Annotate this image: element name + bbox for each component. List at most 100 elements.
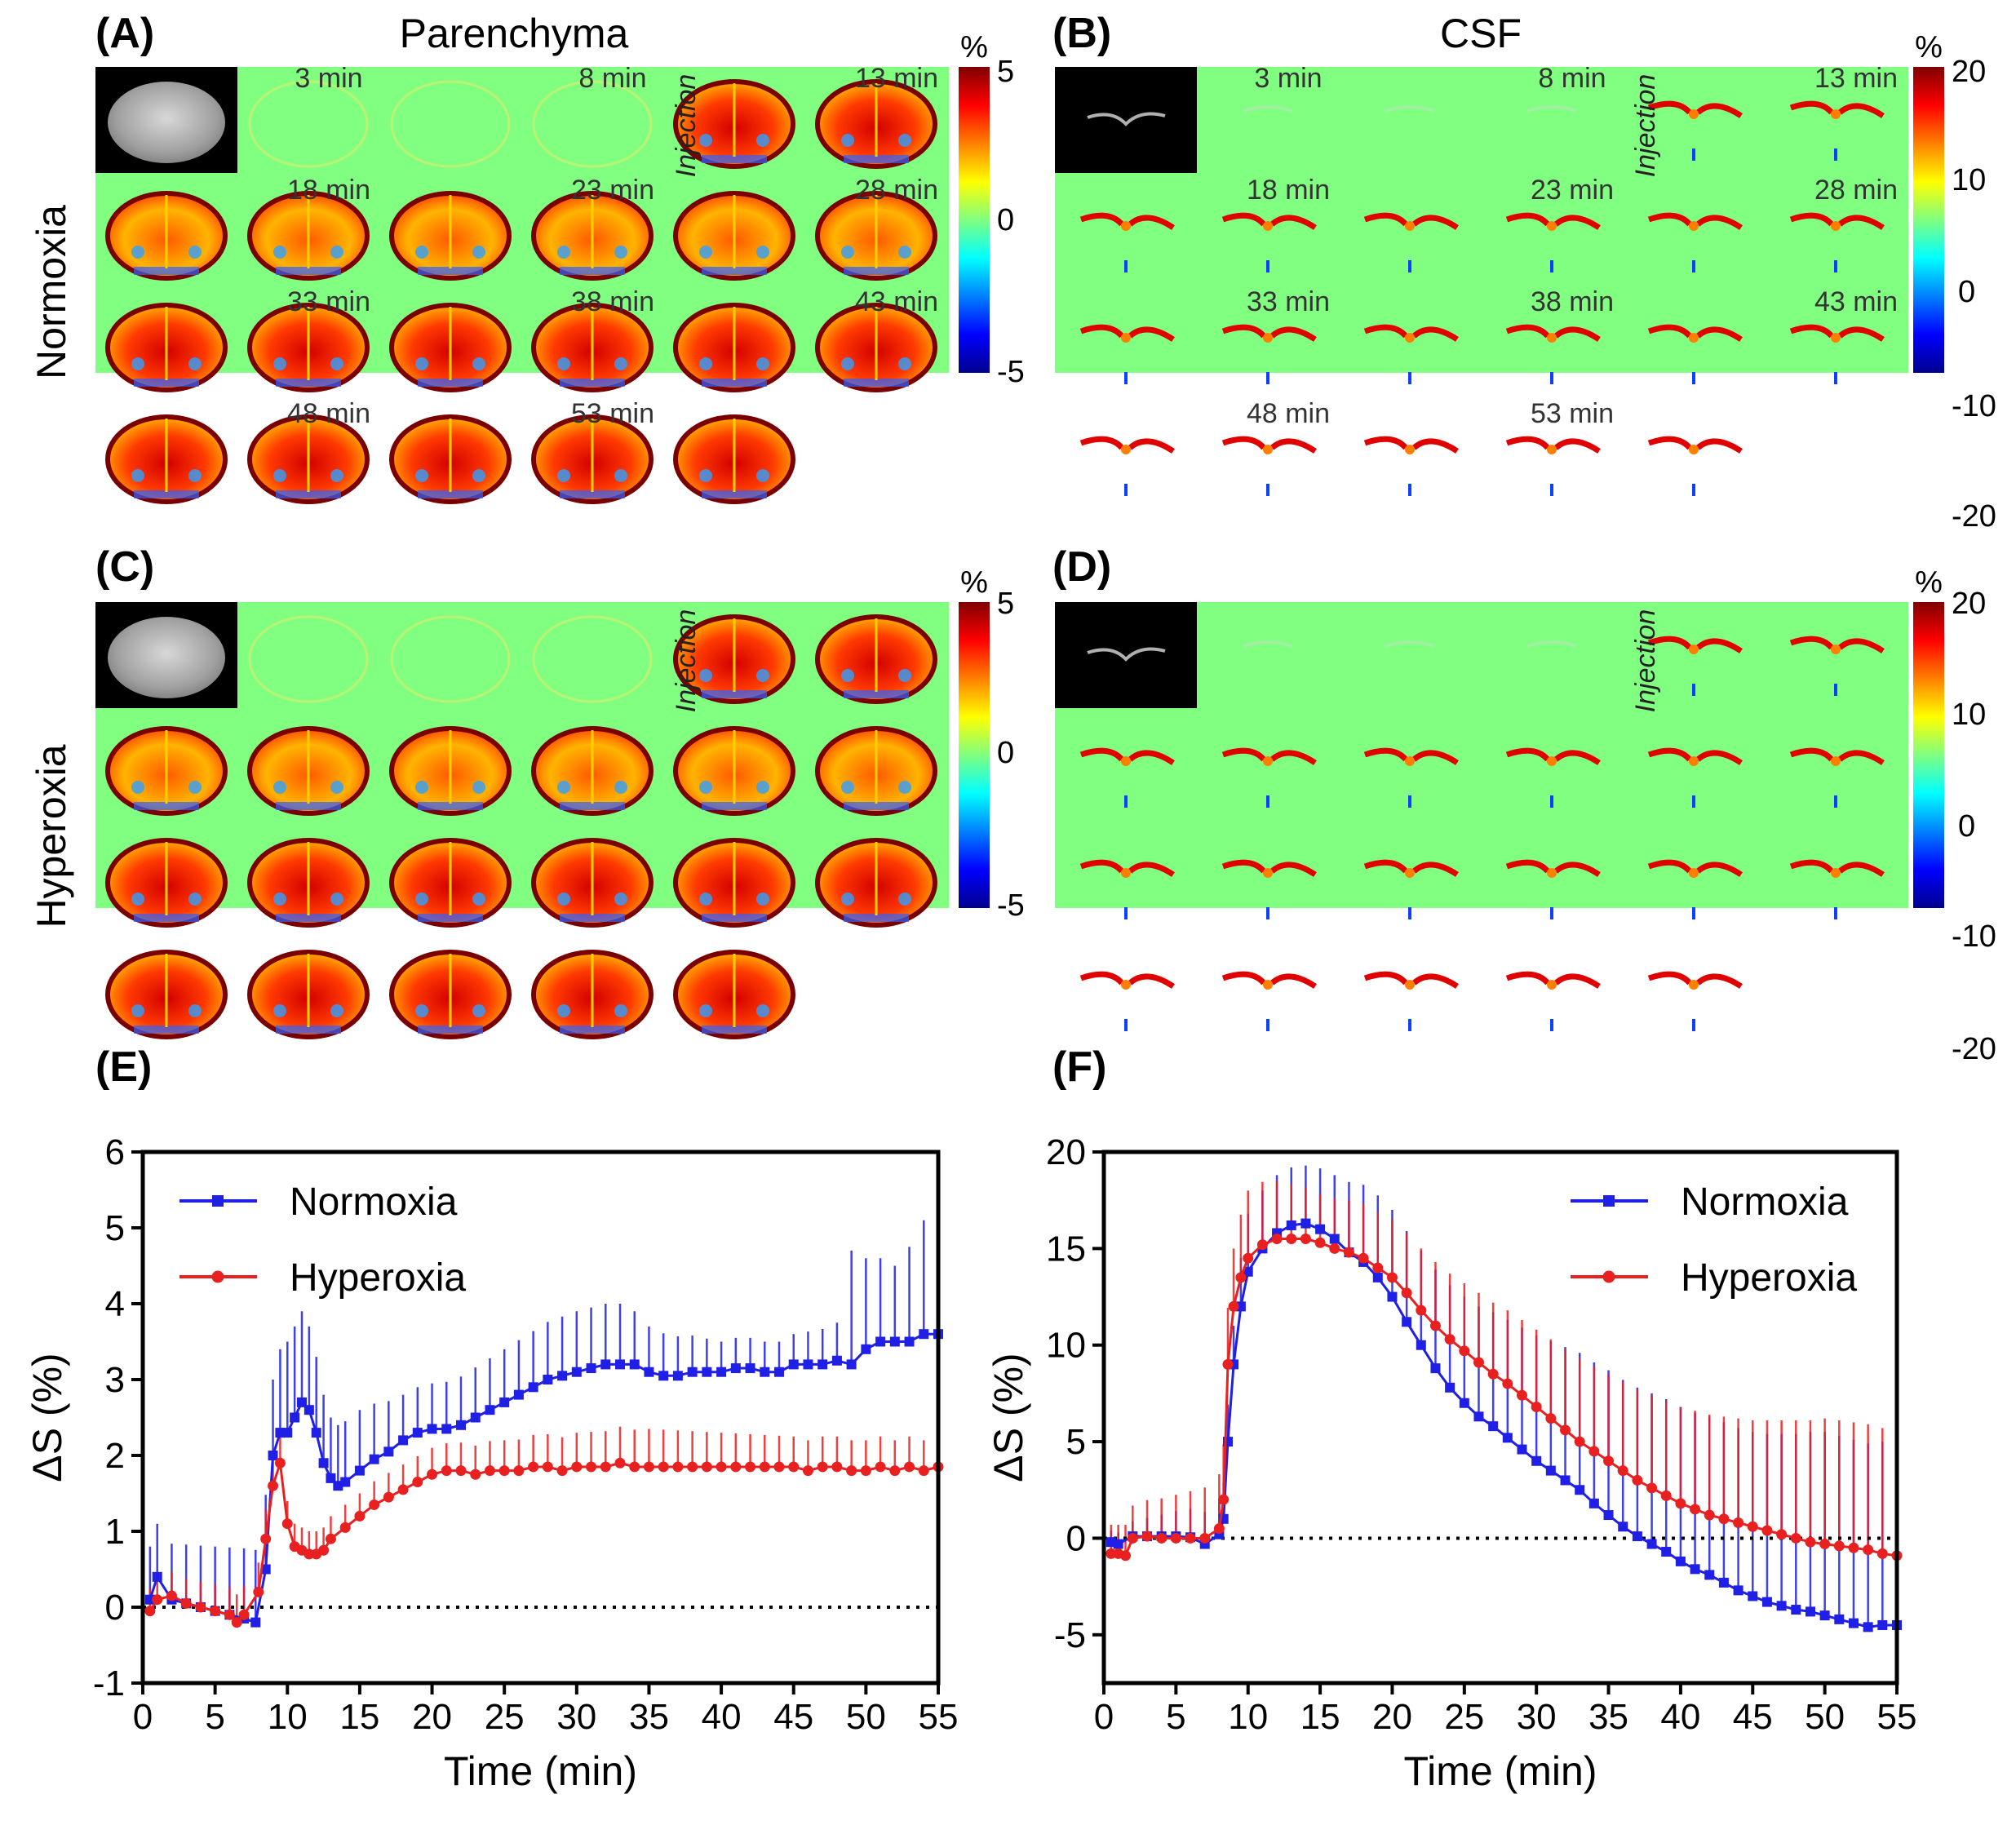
plotE-normoxia-point-15 — [304, 1405, 314, 1415]
plotF-xlabel: Time (min) — [1403, 1748, 1597, 1794]
plotF-hyperoxia-point-21 — [1343, 1247, 1354, 1258]
mapA-frame-13 — [247, 303, 370, 392]
mapB-frame-20 — [1363, 436, 1459, 496]
plotE-normoxia-point-23 — [383, 1446, 394, 1457]
plotE-ytick-label-6: 5 — [105, 1208, 125, 1248]
plotE-hyperoxia-point-5 — [210, 1606, 221, 1617]
plotF-legend-hyperoxia: Hyperoxia — [1571, 1256, 1857, 1300]
plotE-xtick-label-7: 35 — [629, 1697, 669, 1737]
plotF-xtick-label-4: 20 — [1372, 1697, 1412, 1737]
mapC-frame-4 — [673, 614, 795, 704]
plotE-normoxia-error-bars — [148, 1220, 940, 1623]
colorbar-c-mid: 0 — [997, 736, 1014, 770]
plotE-normoxia-point-12 — [282, 1428, 293, 1438]
plotF-normoxia-point-34 — [1545, 1465, 1556, 1476]
mapA-time-label-4: 23 min — [571, 175, 654, 206]
plotF-hyperoxia-point-56 — [1848, 1542, 1859, 1553]
plotF-hyperoxia-point-54 — [1819, 1539, 1831, 1550]
colorbar-d: % 20 10 0 -10 -20 — [1913, 565, 1996, 1066]
plotE-hyperoxia-point-39 — [614, 1457, 626, 1469]
mapB-time-label-4: 23 min — [1531, 175, 1614, 206]
plotE-normoxia-point-21 — [354, 1465, 365, 1476]
plotF-hyperoxia-point-44 — [1675, 1498, 1686, 1509]
plotE-hyperoxia-point-41 — [643, 1461, 654, 1473]
map-panel-a: 3 min 8 min 13 min 18 min 23 min 28 min 33 min… — [95, 63, 949, 504]
plotF-hyperoxia-point-5 — [1156, 1532, 1168, 1544]
plotF-normoxia-point-43 — [1675, 1556, 1686, 1566]
plotF-normoxia-point-32 — [1517, 1444, 1527, 1455]
plotE-hyperoxia-point-13 — [281, 1518, 293, 1530]
plotF-normoxia-point-47 — [1733, 1585, 1744, 1596]
mapB-frame-18 — [1079, 436, 1175, 496]
mapB-time-label-9: 48 min — [1247, 398, 1330, 429]
plotE-frame — [140, 1150, 941, 1686]
plotE-hyperoxia-point-59 — [904, 1461, 915, 1473]
plotE-ytick-label-0: -1 — [93, 1663, 125, 1703]
mapC-frame-21 — [531, 950, 654, 1039]
plotF-legend-label-0: Normoxia — [1681, 1181, 1849, 1224]
mapA-frame-10 — [673, 191, 795, 281]
mapA-time-label-7: 38 min — [571, 286, 654, 317]
plotE-hyperoxia-point-23 — [383, 1491, 394, 1503]
plotE-hyperoxia-point-29 — [470, 1469, 481, 1480]
colorbar-d-tick-m10: -10 — [1952, 919, 1996, 954]
plotF-hyperoxia-point-23 — [1372, 1262, 1384, 1274]
plotE-normoxia-point-1 — [152, 1571, 162, 1582]
plotE-hyperoxia-point-49 — [759, 1461, 770, 1473]
plotF-xtick-label-8: 40 — [1660, 1697, 1700, 1737]
plotE-ylabel: ΔS (%) — [24, 1353, 70, 1482]
plotF-hyperoxia-point-33 — [1517, 1389, 1528, 1401]
plotE-hyperoxia-point-3 — [180, 1597, 192, 1609]
mapB-frame-19 — [1221, 436, 1317, 496]
plotE-normoxia-point-44 — [687, 1367, 698, 1377]
plotF-xtick-label-6: 30 — [1517, 1697, 1557, 1737]
plotF-hyperoxia-point-38 — [1588, 1446, 1600, 1457]
plotE-legend-normoxia: Normoxia — [179, 1181, 458, 1224]
plotF-hyperoxia-point-12 — [1228, 1300, 1239, 1312]
mapA-background — [95, 67, 949, 373]
colorbar-a-max: 5 — [997, 55, 1014, 89]
mapB-time-label-6: 33 min — [1247, 286, 1330, 317]
mapD-frame-5 — [1789, 636, 1885, 696]
mapD-frame-12 — [1079, 859, 1175, 919]
plotE-normoxia-point-33 — [528, 1382, 538, 1393]
mapA-frame-1 — [248, 80, 369, 168]
panel-a-title: Parenchyma — [400, 11, 629, 56]
plotF-hyperoxia-point-22 — [1358, 1252, 1369, 1264]
mapB-frame-16 — [1647, 324, 1743, 384]
plotF-normoxia-point-16 — [1286, 1220, 1296, 1230]
plotE-hyperoxia-error-bars — [148, 1426, 940, 1623]
mapC-frame-17 — [815, 838, 937, 928]
mapB-frame-13 — [1221, 324, 1317, 384]
mapC-frame-5 — [815, 614, 937, 704]
mapD-frame-13 — [1221, 859, 1317, 919]
plotE-hyperoxia-point-52 — [802, 1465, 813, 1477]
mapA-time-label-0: 3 min — [295, 63, 362, 94]
plotE-xtick-label-3: 15 — [339, 1697, 379, 1737]
mapC-background — [95, 602, 949, 908]
plotF-hyperoxia-point-46 — [1704, 1509, 1715, 1521]
panel-a-letter: (A) — [95, 10, 154, 57]
plotF-hyperoxia-point-24 — [1386, 1272, 1398, 1283]
plotE-ytick-label-2: 1 — [105, 1512, 125, 1552]
plotF-hyperoxia-point-42 — [1646, 1482, 1658, 1494]
plotF-legend-label-1: Hyperoxia — [1681, 1256, 1857, 1300]
mapB-frame-3 — [1526, 105, 1577, 113]
plotF-normoxia-point-36 — [1575, 1485, 1585, 1495]
mapC-reference-image — [95, 602, 237, 708]
plotE-hyperoxia-point-37 — [586, 1461, 597, 1473]
plotE-hyperoxia-point-54 — [831, 1461, 843, 1473]
plotF-hyperoxia-point-7 — [1185, 1532, 1196, 1544]
mapC-frame-18 — [105, 950, 228, 1039]
chart-f: 0 5 10 15 20 25 30 35 40 45 50 55 -5 0 5 10 15 20 Time (mi… — [986, 1132, 1916, 1794]
plotF-normoxia-point-37 — [1588, 1498, 1599, 1508]
plotF-xtick-label-7: 35 — [1588, 1697, 1628, 1737]
plotE-xtick-label-9: 45 — [773, 1697, 813, 1737]
plotE-normoxia-point-20 — [340, 1477, 351, 1487]
plotE-normoxia-point-17 — [318, 1458, 329, 1469]
mapD-frame-11 — [1789, 747, 1885, 808]
plotF-normoxia-point-23 — [1387, 1291, 1398, 1302]
plotF-hyperoxia-point-37 — [1574, 1436, 1585, 1447]
plotE-normoxia-point-39 — [615, 1359, 625, 1370]
plotF-ytick-label-0: -5 — [1054, 1615, 1086, 1655]
